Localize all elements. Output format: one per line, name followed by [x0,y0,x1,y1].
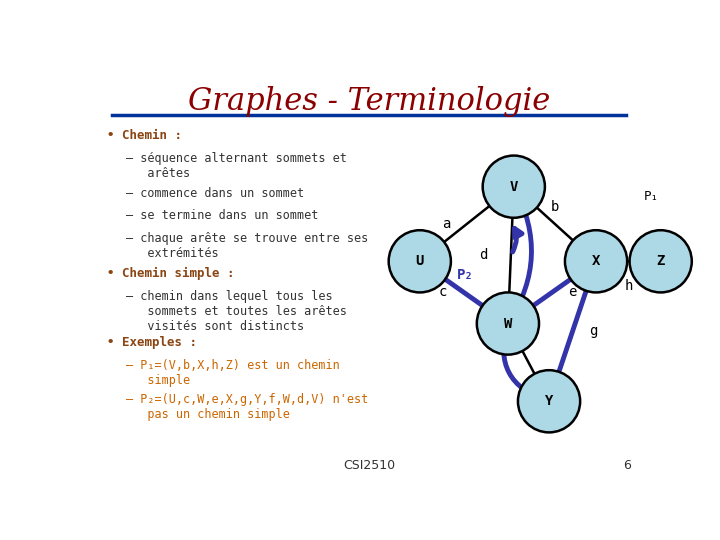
Text: d: d [479,248,487,262]
Text: CSI2510: CSI2510 [343,460,395,472]
Text: – P₂=(U,c,W,e,X,g,Y,f,W,d,V) n'est
   pas un chemin simple: – P₂=(U,c,W,e,X,g,Y,f,W,d,V) n'est pas u… [126,393,369,421]
Text: – chemin dans lequel tous les
   sommets et toutes les arêtes
   visités sont di: – chemin dans lequel tous les sommets et… [126,290,347,333]
Text: f: f [524,376,533,390]
FancyArrowPatch shape [422,263,505,322]
Text: – commence dans un sommet: – commence dans un sommet [126,187,305,200]
Text: – chaque arête se trouve entre ses
   extrémités: – chaque arête se trouve entre ses extré… [126,232,369,260]
FancyArrowPatch shape [513,228,522,252]
Text: W: W [504,316,512,330]
Text: P₂: P₂ [456,268,474,282]
Circle shape [389,230,451,293]
Text: • Chemin simple :: • Chemin simple : [107,267,234,280]
Text: V: V [510,180,518,194]
Text: Graphes - Terminologie: Graphes - Terminologie [188,85,550,117]
Text: a: a [442,217,450,231]
Circle shape [565,230,627,293]
Text: g: g [589,325,598,338]
Circle shape [482,156,545,218]
Text: e: e [569,286,577,299]
FancyArrowPatch shape [510,263,594,322]
Text: c: c [439,286,447,299]
Text: • Exemples :: • Exemples : [107,336,197,349]
Circle shape [477,293,539,355]
FancyArrowPatch shape [510,189,531,321]
Text: U: U [415,254,424,268]
Text: 6: 6 [624,460,631,472]
Text: – se termine dans un sommet: – se termine dans un sommet [126,210,319,222]
Text: – séquence alternant sommets et
   arêtes: – séquence alternant sommets et arêtes [126,152,347,180]
Text: h: h [624,279,633,293]
Text: Y: Y [545,394,553,408]
Text: P₁: P₁ [644,190,658,203]
Circle shape [629,230,692,293]
Text: – P₁=(V,b,X,h,Z) est un chemin
   simple: – P₁=(V,b,X,h,Z) est un chemin simple [126,359,340,387]
Text: • Chemin :: • Chemin : [107,129,181,142]
Text: X: X [592,254,600,268]
FancyArrowPatch shape [503,326,546,401]
Circle shape [518,370,580,433]
Text: Z: Z [657,254,665,268]
Text: b: b [551,200,559,214]
FancyArrowPatch shape [550,264,595,399]
